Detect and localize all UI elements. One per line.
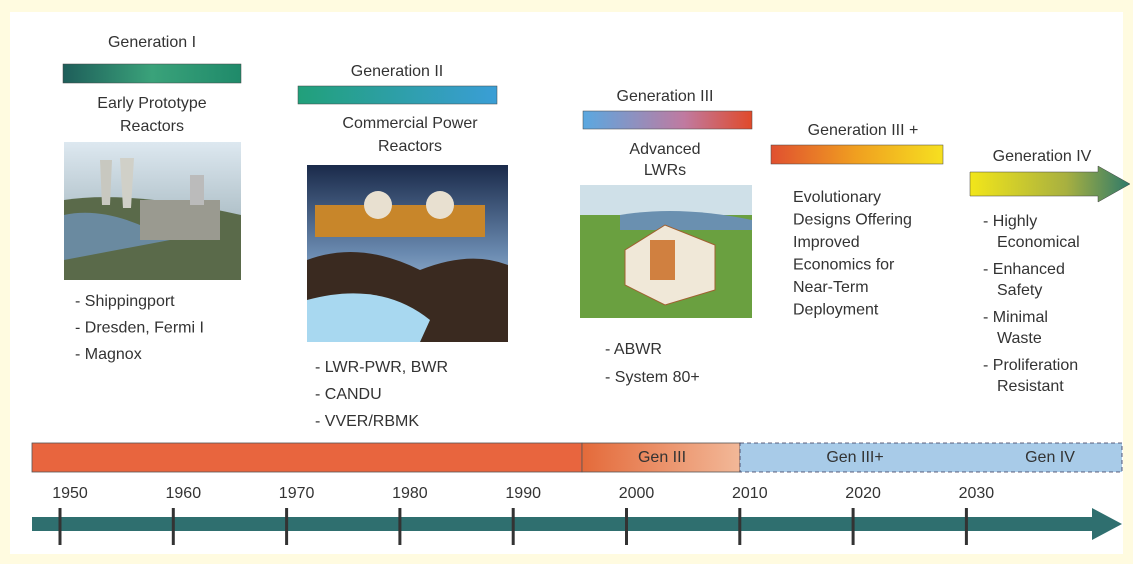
gen-subtitle: Early Prototype [97,95,206,112]
year-label: 1950 [52,485,88,502]
gen-item: - CANDU [315,386,382,403]
gen-subtitle: Advanced [629,141,700,158]
gen-subtitle: Commercial Power [342,115,478,132]
year-label: 2000 [619,485,655,502]
photo [307,165,508,342]
gen-item: - Minimal [983,309,1048,326]
gen-subtitle: Improved [793,234,860,251]
gen-title: Generation II [351,63,444,80]
gen-item: - ABWR [605,341,662,358]
gen-subtitle: Designs Offering [793,212,912,229]
era-bar [739,442,1123,473]
era-label: Gen III+ [826,449,883,466]
gen-subtitle: Deployment [793,302,879,319]
era-label: Gen III [638,449,686,466]
year-label: 1990 [505,485,541,502]
photo [580,185,752,318]
gen-item: - Proliferation [983,357,1078,374]
gen-subtitle: LWRs [644,162,686,179]
year-label: 2030 [959,485,995,502]
year-label: 1960 [166,485,202,502]
gen-bar [297,85,498,105]
timeline-arrow [32,508,1122,540]
gen-title: Generation I [108,34,196,51]
gen-item: Waste [997,330,1042,347]
gen-subtitle: Reactors [378,138,442,155]
gen-item: Resistant [997,378,1064,395]
year-label: 1980 [392,485,428,502]
gen-title: Generation III [617,88,714,105]
gen-item: Economical [997,234,1080,251]
year-label: 2010 [732,485,768,502]
gen-item: - Highly [983,213,1037,230]
gen-title: Generation IV [993,148,1092,165]
panel [10,12,1123,554]
gen-item: - Enhanced [983,261,1065,278]
gen-bar [582,110,753,130]
gen-subtitle: Reactors [120,118,184,135]
gen-item: - Shippingport [75,293,175,310]
era-label: Gen IV [1025,449,1075,466]
gen-item: - Dresden, Fermi I [75,320,204,337]
year-label: 2020 [845,485,881,502]
gen-bar [62,63,242,84]
gen-subtitle: Economics for [793,257,895,274]
era-bar [31,442,583,473]
gen-item: - System 80+ [605,369,700,386]
gen-item: - VVER/RBMK [315,413,419,430]
gen-subtitle: Near-Term [793,279,869,296]
gen-item: - LWR-PWR, BWR [315,359,448,376]
gen-title: Generation III + [808,122,919,139]
gen-arrow [969,165,1131,203]
gen-bar [770,144,944,165]
gen-subtitle: Evolutionary [793,189,881,206]
gen-item: - Magnox [75,346,142,363]
photo [64,142,241,280]
gen-item: Safety [997,282,1042,299]
year-label: 1970 [279,485,315,502]
